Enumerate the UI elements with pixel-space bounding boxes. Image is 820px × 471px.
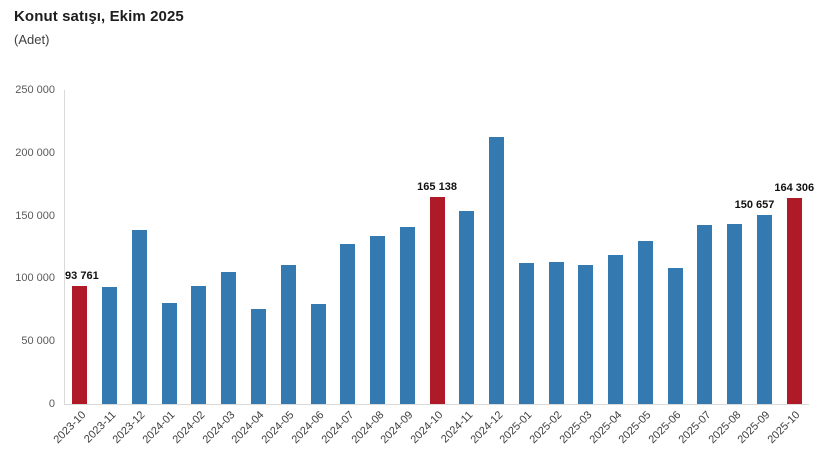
y-axis-label: 200 000 — [15, 146, 55, 159]
bar — [310, 304, 326, 404]
bar-group: 2025-02 — [528, 90, 571, 446]
bar-group: 2025-09 150 657 — [735, 90, 780, 446]
bar — [161, 303, 177, 404]
bar — [340, 244, 356, 404]
data-label: 150 657 — [734, 198, 775, 211]
x-axis-label: 2025-06 — [646, 409, 684, 447]
bar — [608, 255, 624, 404]
y-axis-label: 50 000 — [21, 335, 55, 348]
bar — [667, 268, 683, 404]
x-axis-label: 2024-02 — [170, 409, 208, 447]
bar-group: 2025-07 — [676, 90, 720, 446]
bar — [756, 214, 772, 404]
data-label: 165 138 — [417, 180, 457, 193]
x-axis-label: 2024-05 — [259, 409, 297, 447]
bar — [429, 196, 445, 404]
bar — [250, 309, 266, 404]
bar-group: 2024-07 — [319, 90, 363, 446]
bar — [459, 211, 475, 404]
bar-group: 2023-11 — [82, 90, 125, 445]
bar-group: 2023-12 — [111, 90, 155, 446]
bar — [548, 262, 564, 404]
data-label: 93 761 — [65, 270, 99, 283]
bar — [578, 264, 594, 404]
bar-group: 2025-10 164 306 — [766, 90, 814, 446]
bar-group: 2024-03 — [200, 90, 244, 446]
y-axis-label: 100 000 — [15, 272, 55, 285]
bar — [370, 235, 386, 404]
bar — [72, 286, 88, 404]
y-axis-label: 250 000 — [15, 84, 55, 96]
bar-group: 2024-08 — [349, 90, 393, 446]
y-axis-label: 0 — [48, 398, 55, 410]
x-axis-label: 2025-10 — [765, 409, 803, 447]
bar-group: 2024-05 — [260, 90, 303, 446]
x-axis-label: 2024-06 — [289, 409, 327, 447]
x-axis-label: 2024-01 — [140, 409, 178, 447]
bar-group: 2025-04 — [587, 90, 631, 446]
bar-group: 2023-10 93 761 — [51, 90, 98, 446]
bar-group: 2024-01 — [141, 90, 184, 446]
x-axis-label: 2024-07 — [319, 409, 357, 447]
data-label: 164 306 — [774, 181, 815, 194]
bar-group: 2024-09 — [379, 90, 422, 446]
bar — [786, 197, 802, 404]
plot-area: 2023-10 93 761 2023-11 2023-12 2024-01 2024-0… — [51, 90, 814, 446]
y-axis-label: 150 000 — [15, 209, 55, 222]
x-axis-label: 2025-07 — [676, 409, 714, 447]
bar-group: 2025-01 — [498, 90, 541, 446]
x-axis-label: 2024-10 — [408, 409, 446, 447]
bar — [399, 227, 415, 404]
bar — [102, 286, 118, 404]
bar — [280, 265, 296, 404]
x-axis-label: 2025-03 — [557, 409, 595, 447]
bar-group: 2024-12 — [468, 90, 512, 446]
bar — [191, 286, 207, 404]
chart-title: Konut satışı, Ekim 2025 — [14, 8, 184, 25]
bar — [131, 229, 147, 404]
x-axis-label: 2024-11 — [438, 409, 476, 446]
bar-group: 2024-11 — [439, 90, 482, 445]
bar — [697, 224, 713, 404]
bar — [518, 263, 534, 404]
bar — [727, 224, 743, 404]
x-axis-label: 2025-02 — [527, 409, 565, 447]
bar-group: 2025-08 — [706, 90, 750, 446]
bar — [637, 240, 653, 404]
x-axis-label: 2023-10 — [51, 409, 89, 447]
bar-group: 2024-04 — [230, 90, 274, 446]
bar — [489, 136, 505, 404]
bar-group: 2025-03 — [557, 90, 601, 446]
bar-group: 2025-06 — [647, 90, 690, 446]
bar-group: 2024-06 — [289, 90, 333, 446]
bar-group: 2025-05 — [617, 90, 661, 446]
bar — [221, 271, 237, 404]
bar-group: 2024-02 — [170, 90, 214, 446]
bar-group: 2024-10 165 138 — [409, 90, 457, 446]
chart-subtitle: (Adet) — [14, 32, 50, 47]
